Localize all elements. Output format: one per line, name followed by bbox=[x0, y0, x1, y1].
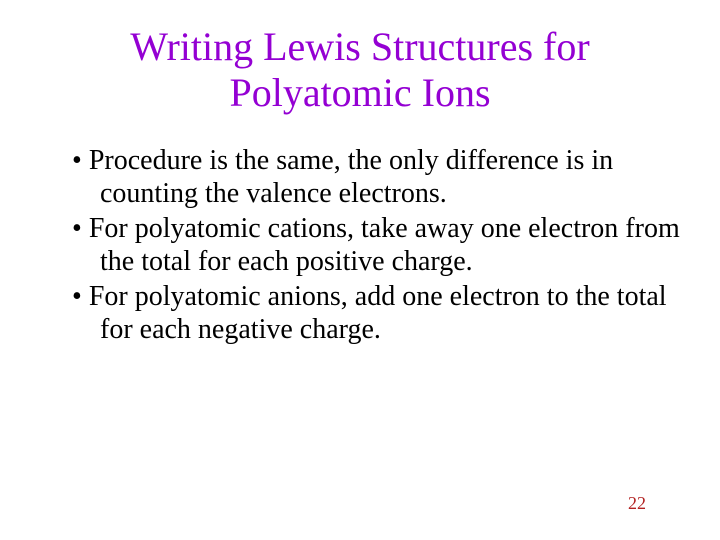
slide-title: Writing Lewis Structures for Polyatomic … bbox=[0, 0, 720, 116]
bullet-list: Procedure is the same, the only differen… bbox=[0, 144, 720, 346]
list-item: For polyatomic anions, add one electron … bbox=[72, 280, 680, 346]
title-line-1: Writing Lewis Structures for bbox=[130, 24, 589, 69]
list-item: Procedure is the same, the only differen… bbox=[72, 144, 680, 210]
title-line-2: Polyatomic Ions bbox=[229, 70, 490, 115]
page-number: 22 bbox=[628, 493, 646, 514]
list-item: For polyatomic cations, take away one el… bbox=[72, 212, 680, 278]
